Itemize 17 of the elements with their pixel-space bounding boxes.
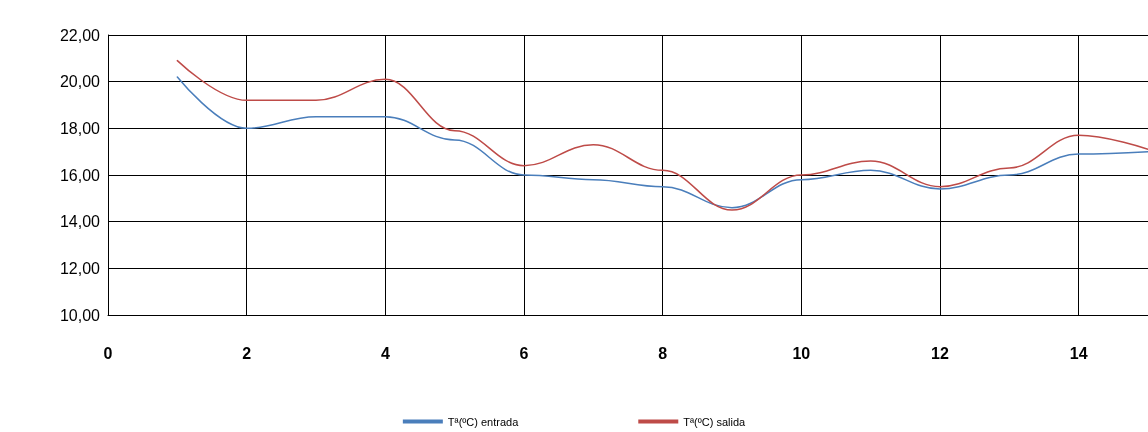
y-tick-label: 10,00 [59,306,101,324]
y-tick-label: 14,00 [59,213,101,231]
x-tick-label: 12 [931,344,949,362]
y-tick-label: 22,00 [59,26,101,44]
x-tick-label: 0 [103,344,113,362]
y-tick-label: 16,00 [59,166,101,184]
x-tick-label: 6 [519,344,529,362]
y-tick-label: 20,00 [59,73,101,91]
x-tick-label: 2 [242,344,252,362]
legend-label: Tª(ºC) salida [683,415,747,428]
y-tick-label: 18,00 [59,119,101,137]
x-tick-label: 8 [658,344,668,362]
x-tick-label: 4 [380,344,390,362]
x-tick-label: 10 [792,344,811,362]
x-tick-label: 14 [1069,344,1088,362]
y-tick-label: 12,00 [59,259,101,277]
legend-label: Tª(ºC) entrada [447,415,520,428]
